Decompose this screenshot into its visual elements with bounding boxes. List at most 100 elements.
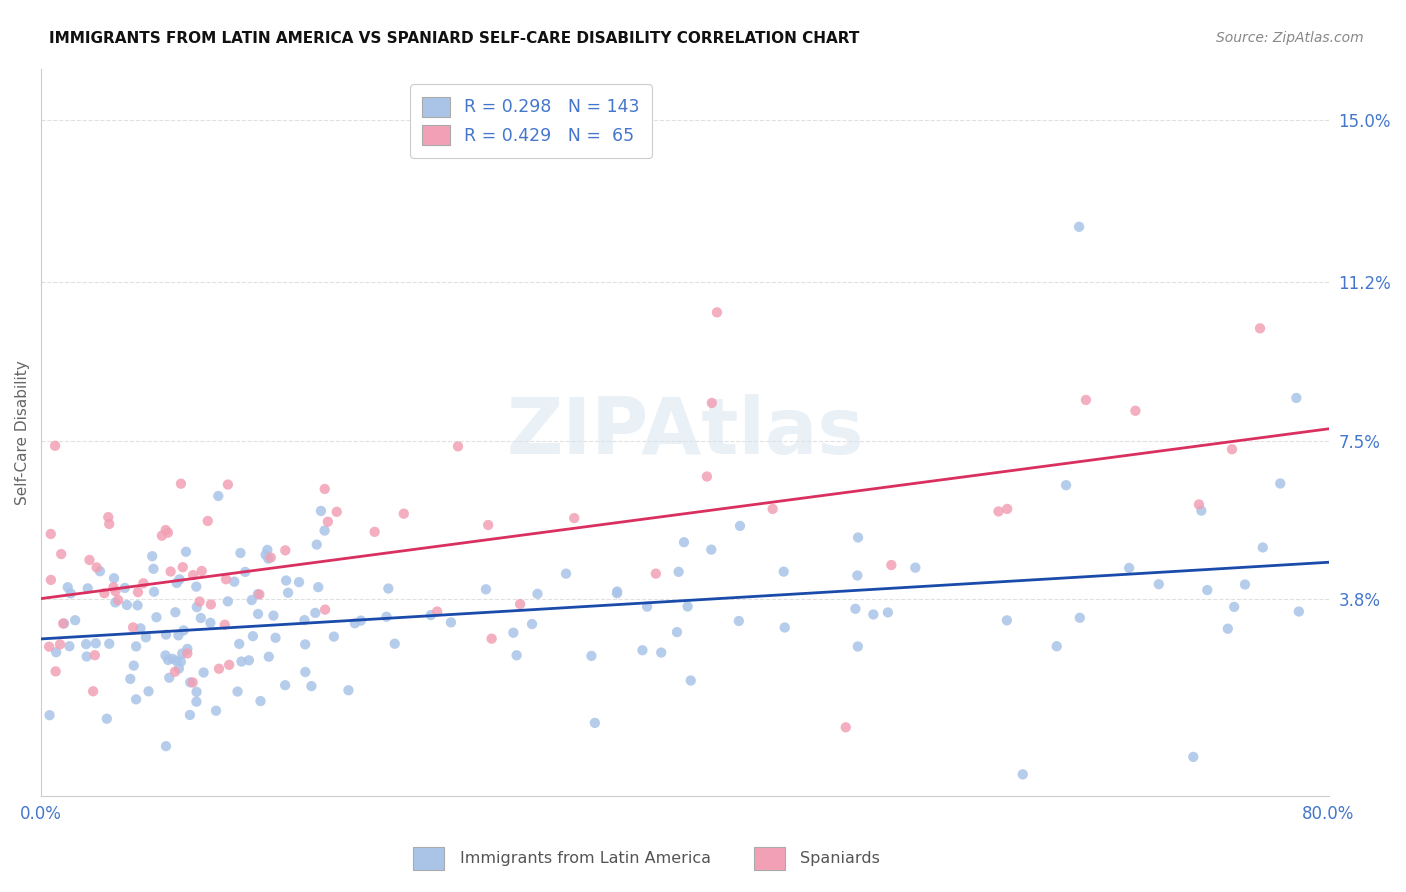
Point [138, 684, 160, 698]
Point [84, 636, 107, 650]
Point [98, 637, 121, 651]
Point [727, 614, 749, 628]
Point [135, 630, 157, 644]
Point [179, 675, 201, 690]
Point [706, 305, 728, 319]
Point [762, 502, 785, 516]
Point [1249, 321, 1271, 335]
Point [322, 630, 344, 644]
Point [86, 560, 108, 574]
Point [242, 629, 264, 643]
Point [181, 675, 204, 690]
Point [217, 477, 239, 491]
Point [224, 574, 246, 589]
Point [217, 594, 239, 608]
Point [190, 611, 212, 625]
Point [103, 571, 125, 585]
Point [186, 580, 208, 594]
Point [562, 511, 585, 525]
Point [115, 598, 138, 612]
Point [676, 599, 699, 614]
Point [150, 529, 173, 543]
FancyBboxPatch shape [413, 847, 444, 870]
Point [63, 613, 86, 627]
Point [419, 608, 441, 623]
Point [79, 553, 101, 567]
Point [228, 637, 250, 651]
Point [1270, 476, 1292, 491]
Point [316, 515, 339, 529]
Point [447, 439, 470, 453]
Point [127, 599, 149, 613]
Point [226, 684, 249, 698]
Point [1069, 611, 1091, 625]
Point [157, 671, 180, 685]
Point [294, 665, 316, 679]
Legend: R = 0.298   N = 143, R = 0.429   N =  65: R = 0.298 N = 143, R = 0.429 N = 65 [411, 85, 652, 158]
Point [38, 708, 60, 723]
Point [181, 568, 204, 582]
Point [1288, 605, 1310, 619]
Point [475, 582, 498, 597]
Point [665, 625, 688, 640]
Point [773, 620, 796, 634]
Point [174, 545, 197, 559]
Point [307, 580, 329, 594]
Point [215, 572, 238, 586]
Point [114, 581, 136, 595]
Point [326, 505, 349, 519]
Text: ZIPAtlas: ZIPAtlas [506, 394, 863, 470]
Point [876, 606, 898, 620]
Point [186, 600, 208, 615]
Point [1054, 478, 1077, 492]
Point [363, 524, 385, 539]
Point [186, 695, 208, 709]
Point [305, 538, 328, 552]
FancyBboxPatch shape [754, 847, 785, 870]
Point [299, 679, 322, 693]
Point [52, 616, 75, 631]
Point [82, 684, 104, 698]
Point [120, 672, 142, 686]
Point [125, 692, 148, 706]
Point [728, 519, 751, 533]
Point [509, 597, 531, 611]
Point [173, 624, 195, 638]
Point [170, 655, 193, 669]
Point [179, 708, 201, 723]
Point [142, 562, 165, 576]
Point [197, 514, 219, 528]
Point [1189, 503, 1212, 517]
Point [520, 617, 543, 632]
Point [644, 566, 666, 581]
Point [125, 640, 148, 654]
Point [157, 653, 180, 667]
Point [274, 543, 297, 558]
Point [162, 652, 184, 666]
Point [862, 607, 884, 622]
Point [169, 573, 191, 587]
Point [240, 593, 263, 607]
Text: Source: ZipAtlas.com: Source: ZipAtlas.com [1216, 31, 1364, 45]
Point [846, 640, 869, 654]
Point [247, 607, 270, 621]
Point [583, 715, 606, 730]
Point [167, 662, 190, 676]
Point [56, 580, 79, 594]
Point [98, 516, 121, 531]
Point [104, 595, 127, 609]
Point [76, 649, 98, 664]
Point [188, 594, 211, 608]
Point [156, 525, 179, 540]
Point [384, 637, 406, 651]
Point [294, 637, 316, 651]
Point [481, 632, 503, 646]
Point [155, 648, 177, 663]
Text: Spaniards: Spaniards [800, 851, 880, 866]
Point [505, 648, 527, 663]
Point [229, 546, 252, 560]
Point [274, 678, 297, 692]
Point [1188, 498, 1211, 512]
Point [93, 586, 115, 600]
Point [163, 665, 186, 679]
